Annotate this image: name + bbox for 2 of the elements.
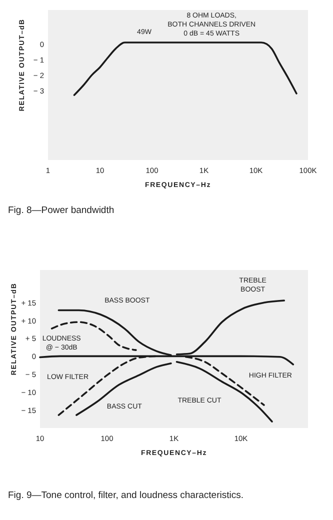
text: Fig. 9—Tone control, filter, and loudness characteristics. (8, 490, 244, 501)
text: Fig. 8—Power bandwidth (8, 205, 114, 216)
